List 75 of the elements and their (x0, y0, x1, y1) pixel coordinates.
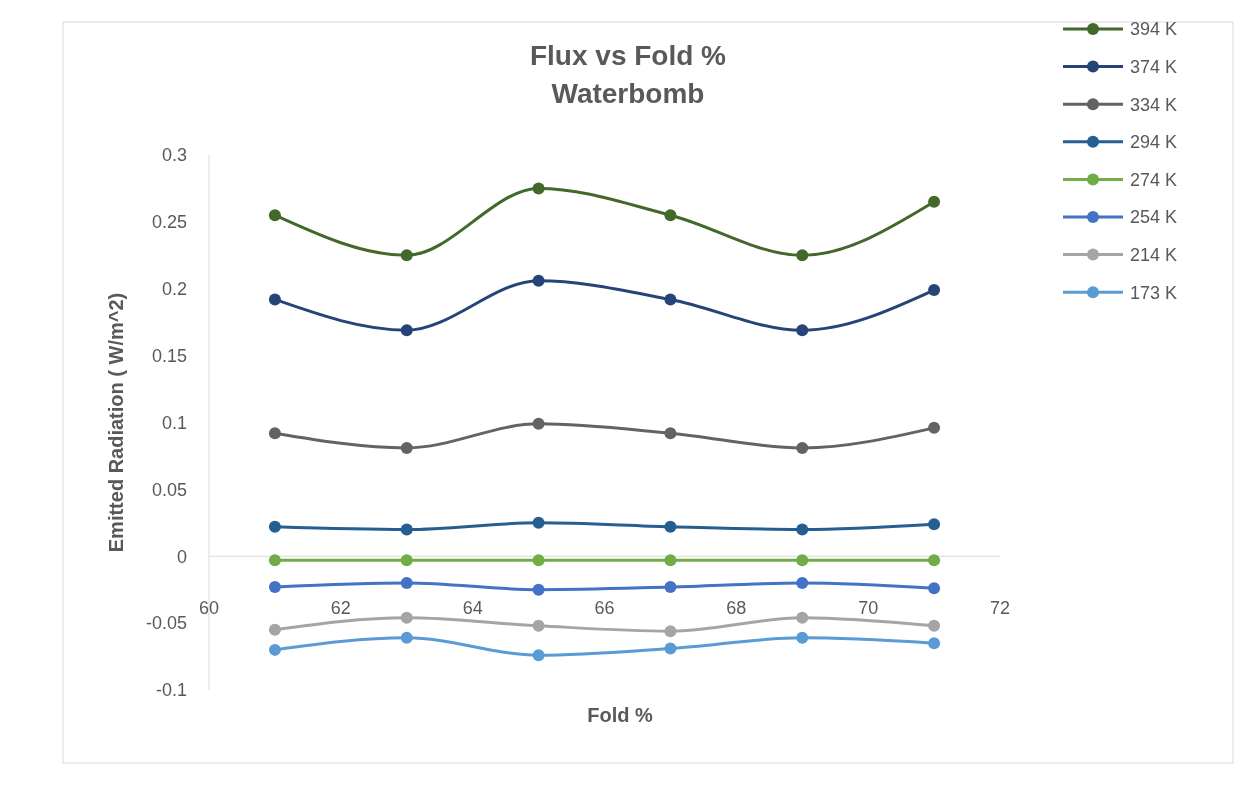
y-tick-label: 0 (176, 546, 187, 567)
point (268, 293, 281, 306)
y-tick-label: 0.25 (151, 212, 187, 233)
chart-title: Flux vs Fold % Waterbomb (529, 40, 727, 109)
y-tick-label: 0.1 (161, 412, 187, 433)
y-axis-title: Emitted Radiation ( W/m^2) (105, 292, 127, 553)
point (928, 637, 941, 650)
legend-label: 394 K (1130, 19, 1178, 40)
point (664, 293, 677, 306)
point (400, 611, 413, 624)
point (796, 577, 809, 589)
point (928, 619, 941, 632)
point (664, 209, 677, 222)
point (928, 284, 941, 297)
point (928, 195, 941, 208)
legend-label: 254 K (1130, 207, 1178, 228)
point (928, 421, 941, 434)
point (400, 249, 413, 262)
point (532, 516, 545, 529)
point (400, 631, 413, 644)
point (928, 582, 941, 595)
point (400, 441, 413, 454)
point (664, 554, 677, 567)
point (532, 274, 545, 287)
point (532, 182, 545, 195)
point (532, 619, 545, 632)
x-tick-label: 70 (858, 598, 879, 619)
legend-label: 173 K (1130, 282, 1178, 303)
point (664, 642, 677, 655)
legend-label: 214 K (1130, 244, 1178, 265)
x-tick-label: 60 (198, 598, 220, 619)
point (928, 518, 941, 531)
legend-label: 294 K (1130, 132, 1178, 153)
y-tick-label: -0.05 (145, 613, 187, 634)
point (796, 249, 809, 262)
y-tick-label: 0.2 (161, 279, 187, 300)
point (268, 554, 281, 567)
legend-label: 274 K (1130, 169, 1178, 190)
x-tick-label: 68 (726, 598, 747, 619)
point (400, 523, 413, 536)
point (664, 625, 677, 638)
point (664, 520, 677, 533)
point (796, 324, 809, 337)
legend-label: 334 K (1130, 94, 1178, 115)
point (796, 554, 809, 567)
y-tick-label: 0.3 (161, 145, 187, 166)
point (400, 324, 413, 337)
y-tick-label: -0.1 (155, 680, 187, 701)
point (268, 209, 281, 222)
point (532, 554, 545, 567)
x-tick-label: 66 (594, 598, 615, 619)
point (268, 427, 281, 440)
point (664, 427, 677, 440)
point (400, 554, 413, 567)
point (796, 631, 809, 644)
point (796, 611, 809, 624)
x-tick-label: 64 (462, 598, 483, 619)
y-tick-label: 0.15 (151, 345, 187, 366)
point (532, 417, 545, 430)
point (532, 583, 545, 596)
point (268, 623, 281, 636)
point (268, 643, 281, 656)
point (664, 581, 677, 594)
point (796, 523, 809, 536)
point (268, 581, 281, 594)
point (268, 520, 281, 533)
point (796, 441, 809, 454)
x-axis-title: Fold % (587, 704, 653, 726)
point (532, 649, 545, 662)
x-tick-label: 62 (330, 598, 351, 619)
point (400, 577, 413, 589)
y-tick-label: 0.05 (151, 479, 187, 500)
legend-label: 374 K (1130, 56, 1178, 77)
x-tick-label: 72 (989, 598, 1011, 619)
point (928, 554, 941, 567)
